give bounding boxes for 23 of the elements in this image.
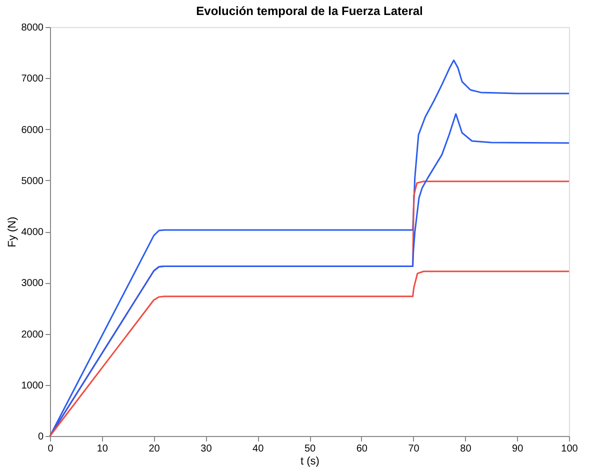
x-tick-label: 70 <box>408 444 420 454</box>
y-tick-label: 5000 <box>21 176 44 187</box>
x-tick-label: 0 <box>48 444 54 454</box>
x-tick-label: 50 <box>304 444 316 454</box>
y-axis-title: Fy (N) <box>6 216 18 248</box>
y-tick-label: 2000 <box>21 329 44 340</box>
y-tick-label: 1000 <box>21 380 44 392</box>
chart-title: Evolución temporal de la Fuerza Lateral <box>196 4 423 18</box>
x-tick-label: 60 <box>356 444 368 454</box>
x-tick-label: 100 <box>561 444 578 454</box>
y-tick-label: 0 <box>38 432 44 442</box>
x-tick-label: 40 <box>252 444 264 454</box>
x-axis-title: t (s) <box>300 456 320 468</box>
y-tick-label: 4000 <box>21 227 44 238</box>
y-tick-label: 3000 <box>21 278 44 290</box>
y-tick-label: 8000 <box>21 22 44 34</box>
x-tick-label: 20 <box>148 444 160 454</box>
y-tick-label: 7000 <box>21 74 44 85</box>
x-tick-label: 90 <box>512 444 524 454</box>
x-tick-label: 80 <box>460 444 472 454</box>
x-tick-label: 10 <box>96 444 108 454</box>
y-tick-label: 6000 <box>21 124 44 136</box>
x-tick-label: 30 <box>200 444 212 454</box>
